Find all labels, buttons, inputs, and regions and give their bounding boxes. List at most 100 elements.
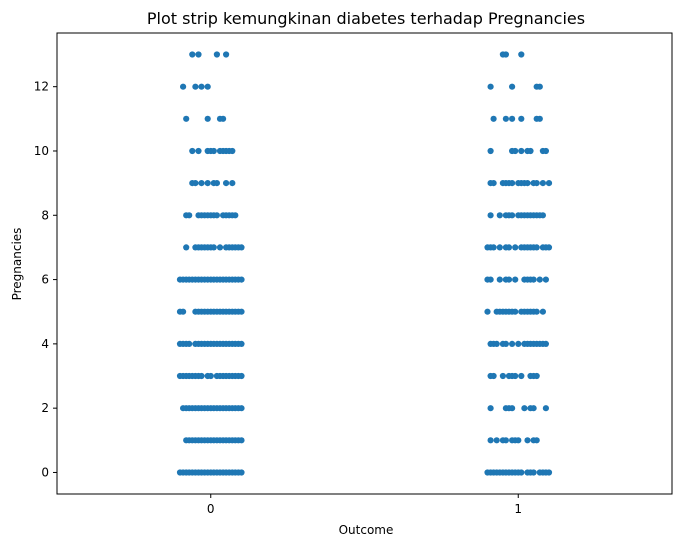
strip-point bbox=[487, 83, 494, 90]
strip-point bbox=[539, 180, 547, 187]
strip-point bbox=[502, 51, 509, 58]
strip-point bbox=[223, 180, 230, 187]
strip-point bbox=[533, 372, 540, 380]
strip-point bbox=[223, 51, 230, 58]
strip-point bbox=[229, 147, 236, 155]
strip-point bbox=[487, 212, 494, 219]
strip-point bbox=[508, 340, 516, 347]
y-tick-label: 4 bbox=[41, 337, 49, 351]
strip-point bbox=[238, 276, 245, 283]
strip-point bbox=[545, 244, 553, 251]
strip-point bbox=[198, 180, 205, 187]
strip-point bbox=[213, 180, 220, 187]
strip-point bbox=[186, 212, 193, 219]
strip-point bbox=[487, 276, 494, 283]
strip-point bbox=[542, 147, 550, 155]
strip-point bbox=[502, 115, 509, 122]
strip-point bbox=[220, 115, 227, 122]
strip-point bbox=[505, 244, 513, 251]
x-tick-label: 0 bbox=[207, 502, 215, 516]
strip-point bbox=[238, 405, 245, 412]
y-tick-label: 0 bbox=[41, 465, 49, 479]
strip-point bbox=[512, 276, 519, 283]
strip-point bbox=[496, 276, 503, 283]
strip-point bbox=[186, 340, 193, 347]
chart-title: Plot strip kemungkinan diabetes terhadap… bbox=[147, 9, 585, 28]
strip-point bbox=[545, 180, 553, 187]
strip-point bbox=[210, 244, 217, 251]
strip-point bbox=[195, 147, 202, 155]
strip-point bbox=[207, 372, 214, 380]
strip-point bbox=[189, 147, 196, 155]
strip-point bbox=[496, 244, 503, 251]
strip-point bbox=[508, 83, 516, 90]
strip-point bbox=[539, 212, 547, 219]
strip-point bbox=[198, 83, 205, 90]
strip-point bbox=[493, 340, 500, 347]
strip-point bbox=[210, 147, 217, 155]
strip-point bbox=[487, 437, 494, 444]
strip-point bbox=[192, 180, 199, 187]
strip-point bbox=[496, 212, 503, 219]
strip-point bbox=[490, 372, 497, 380]
strip-point bbox=[487, 147, 494, 155]
strip-point bbox=[238, 308, 245, 315]
strip-point bbox=[499, 372, 506, 380]
strip-point bbox=[539, 308, 547, 315]
strip-point bbox=[508, 212, 516, 219]
strip-point bbox=[545, 469, 553, 476]
strip-point bbox=[502, 340, 509, 347]
strip-point bbox=[238, 244, 245, 251]
strip-point bbox=[536, 276, 543, 283]
strip-point bbox=[542, 276, 550, 283]
strip-point bbox=[490, 244, 497, 251]
strip-point bbox=[518, 115, 525, 122]
strip-point bbox=[518, 51, 525, 58]
strip-point bbox=[505, 276, 513, 283]
strip-point bbox=[518, 147, 525, 155]
strip-point bbox=[508, 115, 516, 122]
strip-point bbox=[484, 308, 491, 315]
strip-point bbox=[189, 51, 196, 58]
strip-point bbox=[533, 180, 540, 187]
strip-point bbox=[198, 372, 205, 380]
y-tick-label: 2 bbox=[41, 401, 49, 415]
strip-point bbox=[502, 437, 509, 444]
strip-point bbox=[515, 437, 522, 444]
strip-point bbox=[238, 469, 245, 476]
strip-point bbox=[508, 405, 516, 412]
strip-point bbox=[536, 115, 543, 122]
strip-point bbox=[195, 51, 202, 58]
y-tick-label: 12 bbox=[34, 80, 49, 94]
strip-point bbox=[533, 308, 540, 315]
strip-point bbox=[216, 244, 224, 251]
strip-point bbox=[533, 437, 540, 444]
strip-point bbox=[536, 83, 543, 90]
strip-point bbox=[180, 308, 187, 315]
y-tick-label: 6 bbox=[41, 273, 49, 287]
strip-point bbox=[524, 437, 531, 444]
strip-point bbox=[238, 340, 245, 347]
strip-point bbox=[515, 340, 522, 347]
y-tick-label: 8 bbox=[41, 208, 49, 222]
strip-point bbox=[490, 115, 497, 122]
plot-frame bbox=[56, 32, 673, 495]
y-axis-ticks: 0 2 4 6 8 10 12 bbox=[34, 80, 57, 479]
strip-point bbox=[512, 244, 519, 251]
strip-point bbox=[542, 405, 550, 412]
strip-point bbox=[512, 372, 519, 380]
strip-point bbox=[508, 180, 516, 187]
strip-point bbox=[530, 469, 537, 476]
y-tick-label: 10 bbox=[34, 144, 49, 158]
strip-point bbox=[183, 115, 190, 122]
strip-point bbox=[213, 212, 220, 219]
strip-point bbox=[192, 83, 199, 90]
strip-point bbox=[213, 51, 220, 58]
strip-point bbox=[490, 180, 497, 187]
strip-point bbox=[518, 372, 525, 380]
y-axis-label: Pregnancies bbox=[10, 228, 24, 301]
strip-point bbox=[521, 405, 528, 412]
strip-point bbox=[204, 83, 211, 90]
strip-point bbox=[183, 244, 190, 251]
